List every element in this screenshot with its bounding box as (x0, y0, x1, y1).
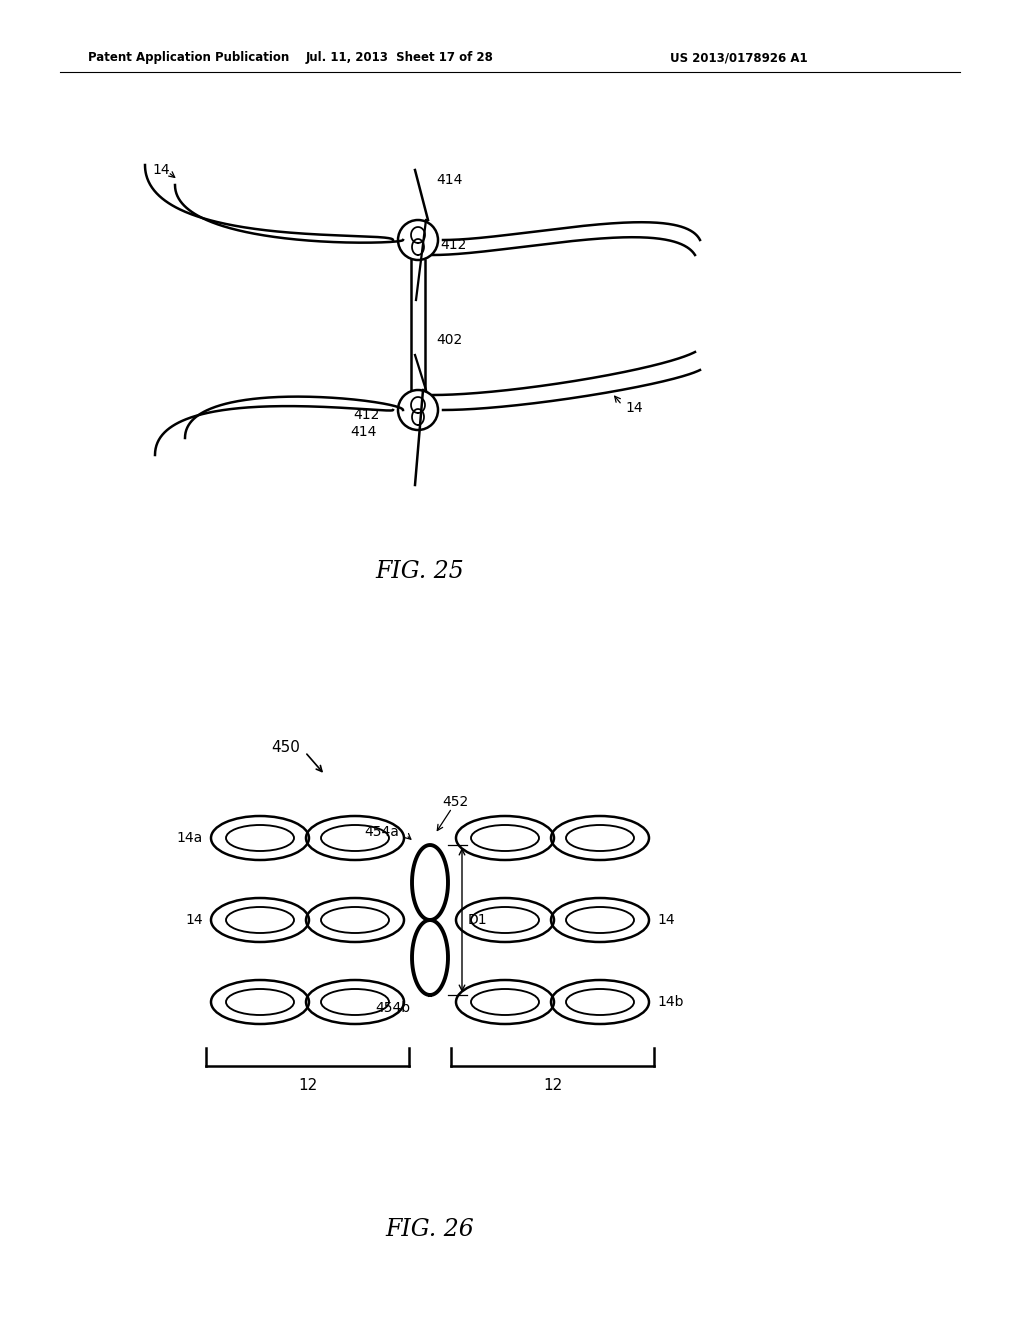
Text: 414: 414 (350, 425, 377, 440)
Text: 14: 14 (625, 401, 643, 414)
Text: US 2013/0178926 A1: US 2013/0178926 A1 (670, 51, 808, 65)
Text: FIG. 26: FIG. 26 (386, 1218, 474, 1242)
Text: 14: 14 (185, 913, 203, 927)
Text: 402: 402 (436, 333, 462, 347)
Text: FIG. 25: FIG. 25 (376, 561, 464, 583)
Text: 14a: 14a (177, 832, 203, 845)
Text: 452: 452 (442, 795, 468, 809)
Text: Patent Application Publication: Patent Application Publication (88, 51, 289, 65)
Text: 14: 14 (153, 162, 170, 177)
Text: 12: 12 (543, 1078, 562, 1093)
Text: 454b: 454b (375, 1001, 411, 1015)
Text: 14b: 14b (657, 995, 683, 1008)
Text: 414: 414 (436, 173, 463, 187)
Text: D1: D1 (468, 913, 487, 927)
Text: 450: 450 (271, 741, 300, 755)
Text: 14: 14 (657, 913, 675, 927)
Text: Jul. 11, 2013  Sheet 17 of 28: Jul. 11, 2013 Sheet 17 of 28 (306, 51, 494, 65)
Text: 12: 12 (298, 1078, 317, 1093)
Text: 412: 412 (353, 408, 379, 422)
Text: 412: 412 (440, 238, 466, 252)
Text: 454a: 454a (365, 825, 399, 840)
